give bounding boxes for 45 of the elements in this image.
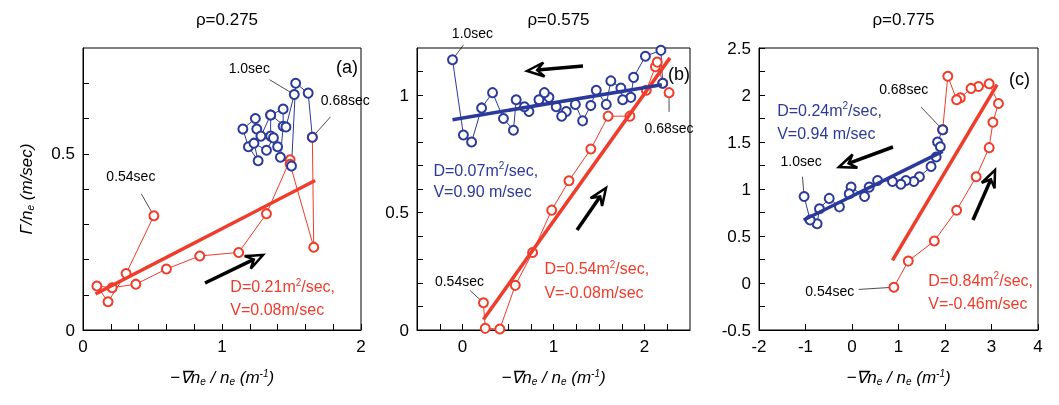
annotation: V=0.90 m/sec: [433, 182, 532, 200]
x-tick-label: 0: [847, 337, 857, 356]
x-tick-label: 1: [548, 337, 559, 356]
y-tick-label: 0: [741, 273, 751, 293]
y-tick-label: 2: [741, 85, 751, 105]
y-tick-label: 0.5: [727, 226, 751, 246]
x-tick-label: 2: [639, 337, 650, 356]
annotation: 0.68sec: [320, 92, 370, 109]
annotation: 0.68sec: [879, 80, 929, 97]
x-tick-label: 2: [356, 337, 366, 356]
chart-title: ρ=0.275: [195, 10, 259, 29]
y-tick-label: 1.5: [727, 132, 751, 152]
annotation: (c): [1008, 69, 1030, 90]
annotation: V=0.94 m/sec: [777, 125, 876, 143]
annotation: 1.0sec: [228, 59, 270, 76]
y-axis-title: Γ/ne (m/sec): [17, 143, 36, 235]
annotation: 0.68sec: [644, 119, 694, 136]
x-tick-label: 3: [986, 337, 997, 356]
y-tick-label: 0.5: [51, 144, 75, 164]
annotation: V=0.08m/sec: [230, 301, 325, 319]
x-tick-label: 0: [457, 337, 468, 356]
x-tick-label: -1: [797, 337, 814, 356]
x-tick-label: 0: [78, 337, 88, 356]
annotation: 0.54sec: [805, 283, 855, 300]
y-tick-label: -0.5: [721, 320, 751, 340]
annotation: V=-0.08m/sec: [544, 283, 644, 301]
annotation: V=-0.46m/sec: [928, 295, 1028, 313]
x-tick-label: 1: [217, 337, 227, 356]
annotation: 0.54sec: [106, 167, 156, 184]
annotation: 1.0sec: [451, 24, 494, 41]
y-tick-label: 0: [399, 320, 409, 340]
y-tick-label: 0.5: [385, 203, 409, 222]
annotation: 1.0sec: [780, 152, 822, 169]
x-tick-label: 2: [940, 337, 950, 356]
annotation: (a): [336, 57, 359, 78]
y-tick-label: 1: [741, 179, 751, 199]
chart-title: ρ=0.575: [527, 10, 590, 29]
annotation: 0.54sec: [434, 272, 484, 289]
x-tick-label: -2: [751, 337, 767, 356]
chart-title: ρ=0.775: [872, 10, 935, 29]
x-tick-label: 1: [893, 337, 904, 356]
y-tick-label: 2.5: [727, 38, 751, 58]
y-tick-label: 1: [399, 85, 409, 105]
x-tick-label: 4: [1033, 337, 1043, 356]
annotation: (b): [668, 63, 691, 84]
